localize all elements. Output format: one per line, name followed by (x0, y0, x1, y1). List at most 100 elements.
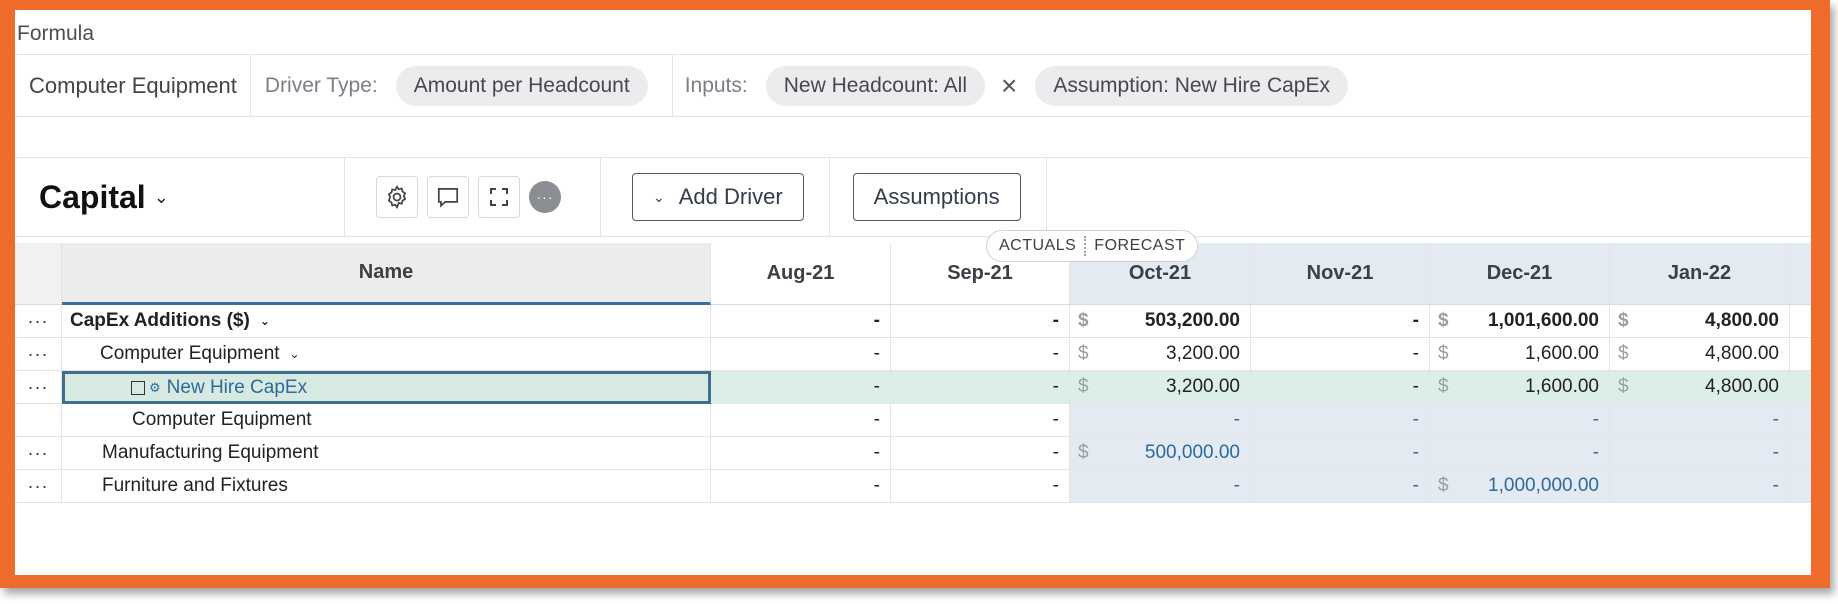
value-cell[interactable]: - (711, 437, 891, 470)
value-cell[interactable]: $4,800.00 (1610, 371, 1790, 404)
column-header-name[interactable]: Name (62, 243, 711, 305)
value: 4,800.00 (1705, 376, 1779, 397)
value-cell[interactable]: - (1430, 404, 1610, 437)
row-menu-button[interactable]: ··· (15, 305, 62, 338)
column-header-month[interactable]: Sep-21 (891, 243, 1070, 305)
currency-symbol: $ (1078, 376, 1089, 397)
value-cell[interactable]: - (1251, 371, 1430, 404)
overflow-cell (1790, 371, 1811, 404)
comment-button[interactable] (427, 176, 469, 218)
value-cell[interactable]: - (1610, 470, 1790, 503)
value-cell[interactable]: $1,000,000.00 (1430, 470, 1610, 503)
value: 4,800.00 (1705, 343, 1779, 364)
value-cell[interactable]: - (1430, 437, 1610, 470)
row-menu-button[interactable]: ··· (15, 338, 62, 371)
expand-button[interactable] (478, 176, 520, 218)
value-cell[interactable]: - (711, 305, 891, 338)
value-cell[interactable]: $3,200.00 (1070, 338, 1251, 371)
value-cell[interactable]: - (711, 338, 891, 371)
value: 500,000.00 (1144, 442, 1240, 463)
chevron-down-icon[interactable]: ⌄ (289, 347, 300, 361)
overflow-cell (1790, 470, 1811, 503)
value-cell[interactable]: - (891, 371, 1070, 404)
driver-type-pill[interactable]: Amount per Headcount (395, 65, 648, 106)
currency-symbol: $ (1618, 310, 1629, 331)
row-name-cell[interactable]: Manufacturing Equipment (62, 437, 711, 470)
column-header-overflow (1790, 243, 1811, 305)
value-cell[interactable]: $4,800.00 (1610, 305, 1790, 338)
value-cell[interactable]: - (1610, 404, 1790, 437)
value-cell[interactable]: - (1251, 338, 1430, 371)
value-cell[interactable]: $3,200.00 (1070, 371, 1251, 404)
row-menu-button[interactable]: ··· (15, 437, 62, 470)
sheet-title[interactable]: Capital (39, 178, 146, 215)
value: 1,600.00 (1525, 343, 1599, 364)
row-menu-cell (15, 404, 62, 437)
value-cell[interactable]: - (1251, 437, 1430, 470)
formula-name-section: Computer Equipment (15, 55, 251, 116)
value-cell[interactable]: - (1251, 305, 1430, 338)
currency-symbol: $ (1078, 343, 1089, 364)
overflow-cell (1790, 404, 1811, 437)
input-pill-assumption[interactable]: Assumption: New Hire CapEx (1035, 65, 1348, 106)
assumptions-button[interactable]: Assumptions (852, 173, 1021, 221)
add-driver-label: Add Driver (678, 184, 783, 209)
value-cell[interactable]: - (1070, 470, 1251, 503)
column-header-month[interactable]: Nov-21 (1251, 243, 1430, 305)
value-cell[interactable]: $503,200.00 (1070, 305, 1251, 338)
value-cell[interactable]: - (1070, 404, 1251, 437)
more-icon[interactable]: ··· (529, 181, 561, 213)
overflow-cell (1790, 437, 1811, 470)
value: 3,200.00 (1166, 343, 1240, 364)
driver-type-section: Driver Type: Amount per Headcount (251, 55, 673, 116)
value-cell[interactable]: - (1251, 404, 1430, 437)
formula-title: Formula (17, 22, 95, 45)
row-name-cell[interactable]: Computer Equipment ⌄ (62, 338, 711, 371)
sheet-title-cell[interactable]: Capital ⌄ (15, 158, 345, 236)
currency-symbol: $ (1618, 343, 1629, 364)
input-pill-headcount[interactable]: New Headcount: All (765, 65, 986, 106)
row-name-cell[interactable]: Computer Equipment (62, 404, 711, 437)
row-name: Furniture and Fixtures (102, 475, 288, 496)
chevron-down-icon[interactable]: ⌄ (259, 314, 270, 328)
settings-button[interactable] (376, 176, 418, 218)
value-cell[interactable]: - (891, 470, 1070, 503)
value-cell[interactable]: - (1610, 437, 1790, 470)
forecast-label: FORECAST (1094, 237, 1186, 254)
chevron-down-icon[interactable]: ⌄ (153, 186, 169, 207)
inputs-label: Inputs: (684, 73, 748, 97)
value-cell[interactable]: - (1251, 470, 1430, 503)
row-name-cell[interactable]: ⚙ New Hire CapEx (62, 371, 711, 404)
column-header-month[interactable]: Dec-21 (1430, 243, 1610, 305)
value-cell[interactable]: $1,001,600.00 (1430, 305, 1610, 338)
value-cell[interactable]: $4,800.00 (1610, 338, 1790, 371)
row-menu-button[interactable]: ··· (15, 371, 62, 404)
assumptions-cell: Assumptions (830, 158, 1047, 236)
multiply-icon[interactable]: × (1001, 69, 1018, 101)
column-header-month[interactable]: Aug-21 (711, 243, 891, 305)
value-cell[interactable]: - (891, 437, 1070, 470)
value-cell[interactable]: $500,000.00 (1070, 437, 1251, 470)
overflow-cell (1790, 338, 1811, 371)
value-cell[interactable]: - (891, 305, 1070, 338)
row-name[interactable]: New Hire CapEx (166, 376, 308, 398)
row-menu-button[interactable]: ··· (15, 470, 62, 503)
expand-icon (490, 188, 508, 206)
actuals-forecast-badge[interactable]: ACTUALS FORECAST (986, 230, 1199, 262)
currency-symbol: $ (1438, 310, 1449, 331)
value: 4,800.00 (1705, 310, 1779, 331)
currency-symbol: $ (1438, 343, 1449, 364)
table-row: ··· CapEx Additions ($) ⌄ - - $503,200.0… (15, 305, 1811, 338)
value-cell[interactable]: - (711, 371, 891, 404)
value-cell[interactable]: - (711, 404, 891, 437)
value-cell[interactable]: - (891, 404, 1070, 437)
row-name-cell[interactable]: CapEx Additions ($) ⌄ (62, 305, 711, 338)
add-driver-button[interactable]: ⌄ Add Driver (632, 173, 804, 221)
row-name-cell[interactable]: Furniture and Fixtures (62, 470, 711, 503)
value-cell[interactable]: $1,600.00 (1430, 371, 1610, 404)
checkbox[interactable] (131, 380, 145, 395)
value-cell[interactable]: - (891, 338, 1070, 371)
value-cell[interactable]: $1,600.00 (1430, 338, 1610, 371)
value-cell[interactable]: - (711, 470, 891, 503)
column-header-month[interactable]: Jan-22 (1610, 243, 1790, 305)
